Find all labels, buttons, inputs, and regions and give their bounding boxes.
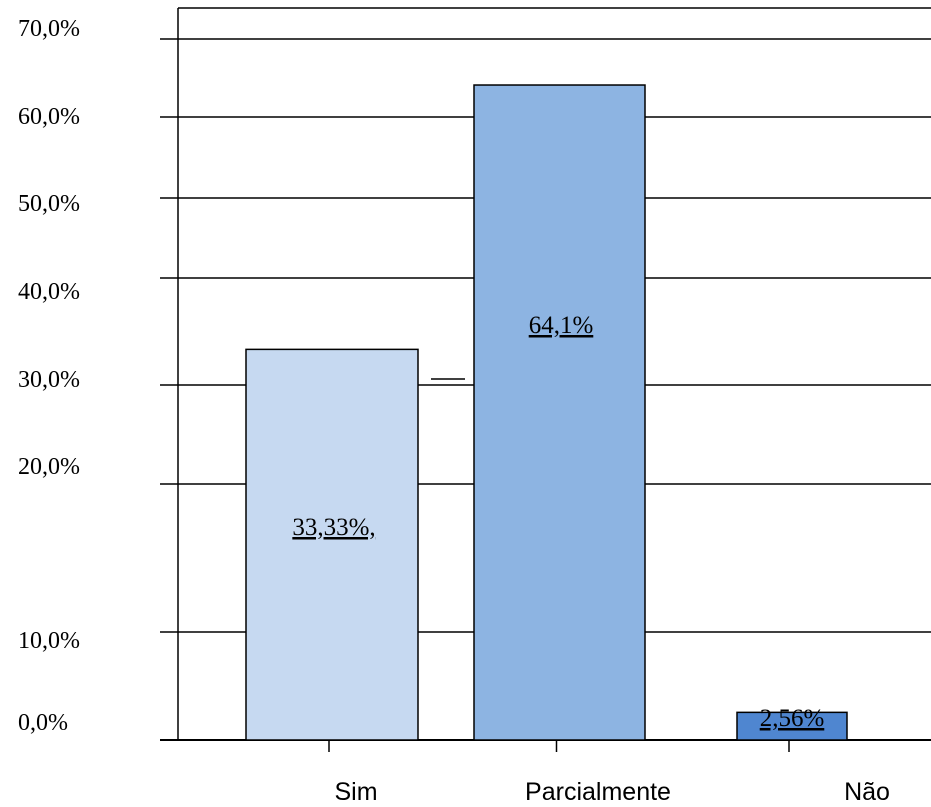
x-tick-label: Não xyxy=(844,778,890,806)
y-tick-label: 40,0% xyxy=(18,279,80,305)
y-tick-label: 50,0% xyxy=(18,191,80,217)
x-tick-label: Sim xyxy=(334,778,377,806)
labels: 0,0% 10,0% 20,0% 30,0% 40,0% 50,0% 60,0% 70,0% 3… xyxy=(18,16,890,806)
data-label: 2,56% xyxy=(760,705,825,732)
bar-parcialmente xyxy=(473,84,646,741)
y-tick-label: 30,0% xyxy=(18,367,80,393)
data-label: 33,33%, xyxy=(292,514,375,541)
y-tick-label: 10,0% xyxy=(18,628,80,654)
x-tick-label: Parcialmente xyxy=(525,778,671,806)
y-tick-label: 20,0% xyxy=(18,454,80,480)
y-tick-label: 0,0% xyxy=(18,710,68,736)
bar-não xyxy=(736,711,848,741)
y-tick-label: 60,0% xyxy=(18,104,80,130)
bar-sim xyxy=(245,348,419,741)
bars xyxy=(245,84,848,741)
y-tick-label: 70,0% xyxy=(18,16,80,42)
data-label: 64,1% xyxy=(529,312,594,339)
